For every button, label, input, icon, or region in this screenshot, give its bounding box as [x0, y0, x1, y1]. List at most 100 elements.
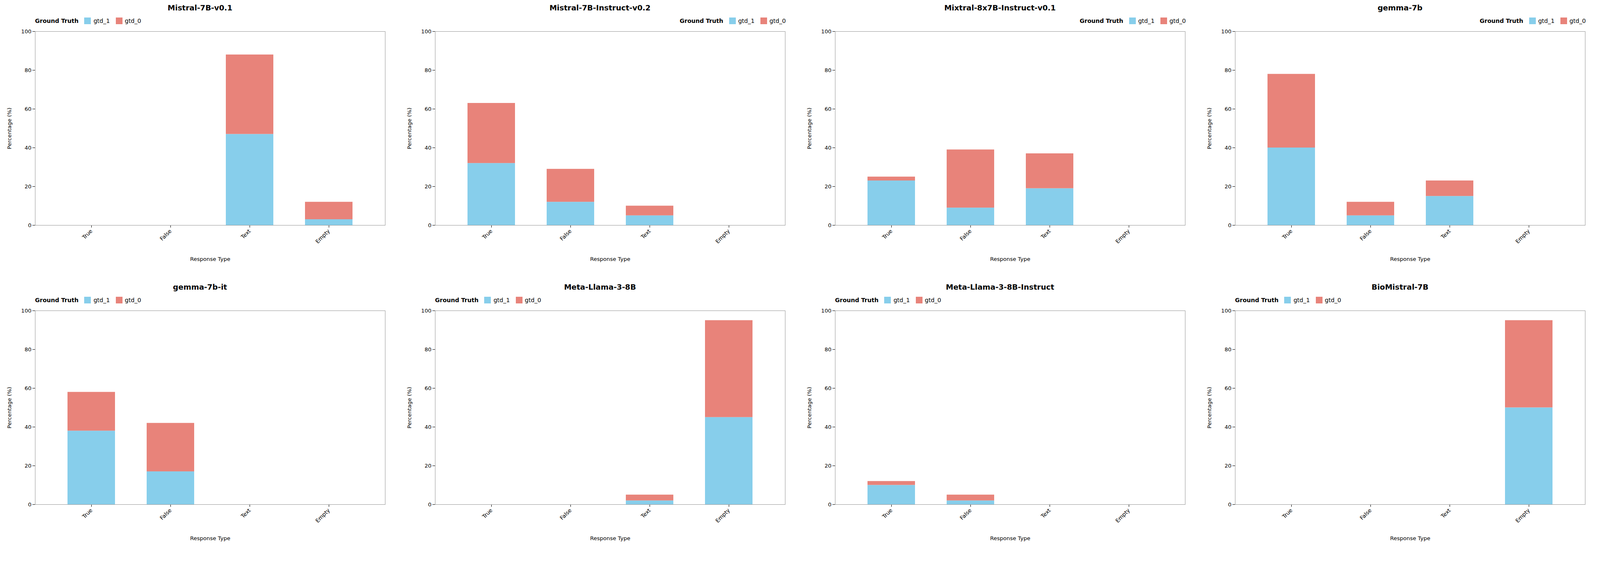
svg-text:60: 60 [424, 385, 432, 392]
svg-text:100: 100 [821, 307, 832, 314]
svg-text:100: 100 [421, 307, 432, 314]
svg-text:Percentage (%): Percentage (%) [406, 107, 413, 150]
svg-text:False: False [958, 227, 973, 243]
svg-text:0: 0 [827, 222, 832, 229]
svg-text:True: True [880, 507, 894, 520]
svg-text:Empty: Empty [1514, 507, 1531, 524]
svg-text:True: True [880, 227, 894, 241]
html-text:gemma-7b: gemma-7b [1377, 3, 1423, 13]
svg-text:100: 100 [21, 307, 32, 314]
svg-text:40: 40 [1224, 423, 1232, 430]
svg-text:Percentage (%): Percentage (%) [406, 386, 413, 429]
svg-text:60: 60 [824, 385, 832, 392]
svg-text:20: 20 [424, 462, 432, 469]
svg-text:Empty: Empty [714, 227, 731, 245]
svg-text:60: 60 [424, 105, 432, 113]
svg-text:100: 100 [1221, 28, 1232, 35]
svg-text:80: 80 [424, 346, 432, 353]
svg-text:100: 100 [421, 28, 432, 35]
svg-text:100: 100 [21, 28, 32, 35]
svg-text:Response Type: Response Type [590, 255, 630, 263]
svg-text:Empty: Empty [1114, 507, 1131, 524]
svg-text:20: 20 [424, 183, 432, 190]
svg-text:80: 80 [1224, 346, 1232, 353]
svg-text:40: 40 [1224, 144, 1232, 151]
svg-text:True: True [480, 507, 494, 520]
svg-text:60: 60 [24, 105, 32, 113]
html-text:Mistral-7B-v0.1: Mistral-7B-v0.1 [167, 3, 233, 13]
svg-text:40: 40 [24, 144, 32, 151]
svg-text:0: 0 [427, 222, 432, 229]
svg-text:Empty: Empty [314, 227, 331, 245]
svg-text:Response Type: Response Type [190, 535, 230, 542]
svg-text:0: 0 [427, 501, 432, 508]
svg-text:True: True [480, 227, 494, 241]
svg-text:40: 40 [824, 423, 832, 430]
svg-text:Empty: Empty [714, 507, 731, 524]
svg-text:Text: Text [1039, 227, 1053, 241]
svg-text:Text: Text [639, 507, 653, 520]
svg-text:0: 0 [1227, 501, 1232, 508]
svg-text:False: False [158, 227, 173, 243]
svg-text:80: 80 [824, 346, 832, 353]
svg-text:False: False [558, 227, 573, 243]
svg-text:Text: Text [239, 227, 253, 241]
svg-text:Response Type: Response Type [590, 535, 630, 542]
svg-text:False: False [1358, 227, 1373, 243]
svg-text:Percentage (%): Percentage (%) [806, 107, 813, 150]
svg-text:80: 80 [824, 67, 832, 74]
svg-text:20: 20 [24, 183, 32, 190]
svg-text:40: 40 [824, 144, 832, 151]
svg-text:60: 60 [24, 385, 32, 392]
svg-text:100: 100 [821, 28, 832, 35]
svg-text:20: 20 [824, 183, 832, 190]
svg-text:Percentage (%): Percentage (%) [1206, 107, 1213, 150]
svg-text:0: 0 [27, 222, 32, 229]
svg-text:Text: Text [1439, 227, 1453, 241]
svg-text:Response Type: Response Type [1390, 535, 1430, 542]
svg-text:20: 20 [24, 462, 32, 469]
svg-text:80: 80 [24, 67, 32, 74]
svg-text:40: 40 [24, 423, 32, 430]
svg-text:Empty: Empty [1114, 227, 1131, 245]
svg-text:True: True [80, 507, 94, 520]
svg-text:Text: Text [1039, 507, 1053, 520]
svg-text:False: False [158, 507, 173, 522]
svg-text:Percentage (%): Percentage (%) [806, 386, 813, 429]
svg-text:60: 60 [1224, 105, 1232, 113]
svg-text:80: 80 [24, 346, 32, 353]
svg-text:40: 40 [424, 423, 432, 430]
svg-text:100: 100 [1221, 307, 1232, 314]
svg-text:80: 80 [424, 67, 432, 74]
svg-text:20: 20 [1224, 462, 1232, 469]
svg-text:Empty: Empty [314, 507, 331, 524]
svg-text:Empty: Empty [1514, 227, 1531, 245]
svg-text:True: True [1280, 227, 1294, 241]
html-text:Mistral-7B-Instruct-v0.2: Mistral-7B-Instruct-v0.2 [549, 3, 651, 13]
svg-text:Text: Text [1439, 507, 1453, 520]
svg-text:40: 40 [424, 144, 432, 151]
svg-text:Percentage (%): Percentage (%) [6, 386, 13, 429]
svg-text:Response Type: Response Type [1390, 255, 1430, 263]
svg-text:False: False [958, 507, 973, 522]
svg-text:Text: Text [239, 507, 253, 520]
svg-text:Response Type: Response Type [990, 535, 1030, 542]
svg-text:True: True [80, 227, 94, 241]
svg-text:False: False [1358, 507, 1373, 522]
svg-text:Response Type: Response Type [190, 255, 230, 263]
svg-text:60: 60 [1224, 385, 1232, 392]
svg-text:False: False [558, 507, 573, 522]
svg-text:60: 60 [824, 105, 832, 113]
svg-text:20: 20 [1224, 183, 1232, 190]
svg-text:0: 0 [1227, 222, 1232, 229]
svg-text:Percentage (%): Percentage (%) [6, 107, 13, 150]
svg-text:Response Type: Response Type [990, 255, 1030, 263]
svg-text:True: True [1280, 507, 1294, 520]
svg-text:0: 0 [27, 501, 32, 508]
svg-text:20: 20 [824, 462, 832, 469]
svg-text:Percentage (%): Percentage (%) [1206, 386, 1213, 429]
svg-text:Text: Text [639, 227, 653, 241]
svg-text:0: 0 [827, 501, 832, 508]
svg-text:80: 80 [1224, 67, 1232, 74]
html-text:Mixtral-8x7B-Instruct-v0.1: Mixtral-8x7B-Instruct-v0.1 [944, 3, 1056, 13]
